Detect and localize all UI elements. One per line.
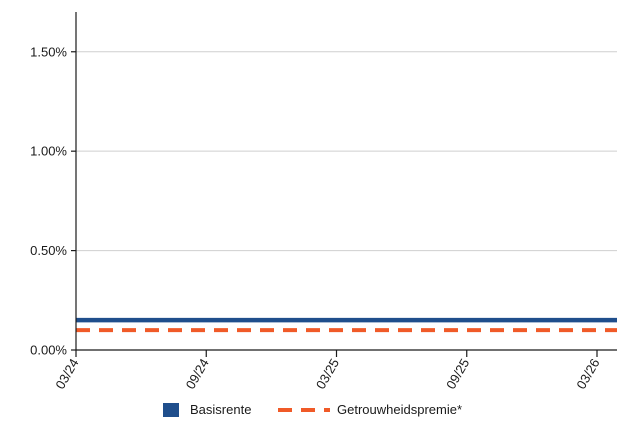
legend-swatch-1 (163, 403, 179, 417)
legend-label-1: Basisrente (190, 402, 251, 417)
x-tick-label: 03/26 (573, 356, 602, 392)
legend: Basisrente Getrouwheidspremie* (163, 402, 462, 417)
x-tick-label: 09/24 (183, 356, 212, 392)
y-tick-label: 1.50% (30, 44, 67, 59)
x-tick-label: 09/25 (443, 356, 472, 392)
x-axis-ticks: 03/24 09/24 03/25 09/25 03/26 (52, 350, 603, 392)
gridlines (76, 51, 617, 252)
y-tick-label: 0.00% (30, 343, 67, 358)
x-tick-label: 03/24 (52, 356, 81, 392)
series-layer (76, 317, 617, 333)
y-tick-label: 0.50% (30, 243, 67, 258)
y-tick-label: 1.00% (30, 144, 67, 159)
y-axis-ticks: 0.00% 0.50% 1.00% 1.50% (30, 44, 76, 358)
legend-label-2: Getrouwheidspremie* (337, 402, 462, 417)
x-tick-label: 03/25 (313, 356, 342, 392)
